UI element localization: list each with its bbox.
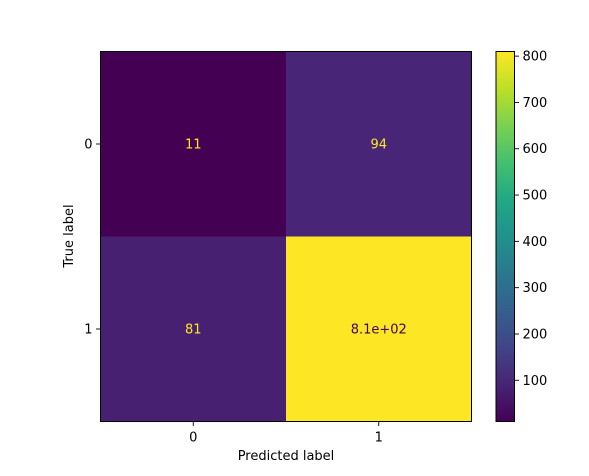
heatmap-cell-1-0 bbox=[100, 236, 287, 422]
cell-value-label-1-0: 81 bbox=[185, 323, 202, 338]
y-tick-label: 0 bbox=[84, 138, 92, 153]
colorbar-tick-label: 700 bbox=[523, 96, 548, 111]
cell-value-label-0-0: 11 bbox=[185, 138, 202, 153]
colorbar-ticks: 100 200 300 400 500 600 700 800 bbox=[514, 50, 548, 389]
y-tick-label: 1 bbox=[84, 323, 92, 338]
y-axis-ticks: 01 bbox=[84, 138, 101, 338]
colorbar-tick-label: 600 bbox=[523, 142, 548, 157]
x-tick-label: 1 bbox=[375, 431, 383, 446]
x-axis-label: Predicted label bbox=[238, 449, 335, 464]
cell-value-label-0-1: 94 bbox=[370, 138, 387, 153]
colorbar-gradient bbox=[496, 51, 515, 422]
colorbar-tick-label: 100 bbox=[523, 374, 548, 389]
colorbar-tick-label: 300 bbox=[523, 281, 548, 296]
colorbar-tick-label: 800 bbox=[523, 50, 548, 65]
colorbar-tick-label: 400 bbox=[523, 235, 548, 250]
cell-value-label-1-1: 8.1e+02 bbox=[351, 323, 407, 338]
plot-frame bbox=[100, 51, 472, 422]
heatmap-cell-1-1 bbox=[286, 236, 472, 422]
heatmap-cells bbox=[100, 51, 472, 422]
colorbar-tick-label: 500 bbox=[523, 189, 548, 204]
heatmap-cell-0-1 bbox=[286, 51, 472, 237]
colorbar-tick-label: 200 bbox=[523, 327, 548, 342]
heatmap-cell-0-0 bbox=[100, 51, 287, 237]
y-axis-label: True label bbox=[62, 204, 77, 268]
colorbar-frame bbox=[495, 51, 515, 422]
heatmap-cell-labels: 11 94 81 8.1e+02 bbox=[185, 138, 407, 338]
x-tick-label: 0 bbox=[189, 431, 197, 446]
